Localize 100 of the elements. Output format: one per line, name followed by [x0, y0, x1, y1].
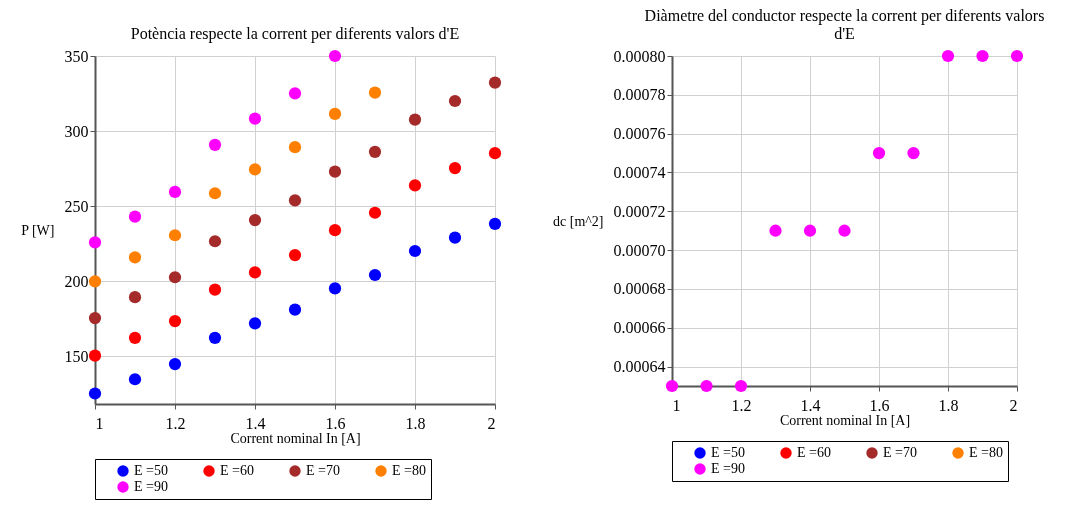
point [288, 141, 302, 154]
x-tick-label: 1.4 [800, 396, 821, 414]
y-tick-label: 0.00078 [613, 86, 666, 104]
legend-label: E =80 [969, 445, 1003, 460]
point [208, 283, 222, 296]
x-tick-label: 1.8 [938, 396, 959, 414]
point [248, 317, 262, 330]
point [168, 357, 182, 371]
point [448, 94, 462, 108]
x-tick-label: 1.8 [405, 414, 426, 432]
point [368, 268, 382, 282]
y-tick-label: 0.00068 [613, 280, 666, 298]
point [368, 86, 382, 99]
point [976, 49, 989, 63]
y-tick-label: 0.00072 [613, 202, 666, 220]
legend-label: E =50 [134, 463, 168, 478]
point [872, 146, 886, 160]
point [328, 282, 342, 295]
point [128, 251, 142, 264]
chart-title: Potència respecte la corrent per diferents valors d'E [130, 25, 460, 43]
y-tick-label: 200 [64, 272, 89, 290]
point [208, 187, 222, 200]
point [288, 303, 302, 316]
point [907, 146, 920, 160]
x-tick-label: 1 [672, 396, 681, 414]
point [168, 314, 182, 328]
point [288, 87, 302, 100]
point [488, 147, 502, 160]
point [448, 161, 462, 175]
y-axis-title: P [W] [21, 222, 55, 238]
point [88, 311, 102, 325]
point [208, 331, 222, 344]
legend-label: E =70 [306, 463, 340, 478]
y-tick-label: 350 [64, 47, 89, 65]
x-tick-label: 1.6 [325, 414, 346, 432]
point [248, 112, 262, 125]
point [838, 224, 851, 237]
legend-label: E =60 [220, 463, 254, 478]
point [408, 179, 422, 192]
x-tick-label: 1.2 [731, 396, 752, 414]
point [368, 145, 382, 158]
point [168, 271, 182, 284]
legend-label: E =90 [711, 461, 745, 476]
y-tick-label: 0.00080 [613, 47, 666, 65]
x-tick-label: 2 [1009, 396, 1018, 414]
point [408, 113, 422, 126]
point [1010, 49, 1024, 63]
point [368, 206, 382, 219]
point [448, 231, 462, 244]
point [88, 236, 102, 249]
point [88, 275, 102, 288]
point [168, 229, 182, 242]
x-axis-title: Corrent nominal In [A] [779, 412, 911, 428]
y-tick-label: 0.00070 [613, 241, 666, 259]
chart-title: Diàmetre del conductor respecte la corrent per diferents valors d'E [644, 7, 1045, 42]
x-tick-label: 1.4 [245, 414, 266, 432]
point [248, 163, 262, 176]
y-tick-label: 0.00064 [613, 358, 666, 376]
point [734, 379, 748, 393]
point [168, 185, 182, 199]
y-tick-label: 0.00074 [613, 163, 666, 181]
point [769, 224, 782, 237]
y-tick-label: 0.00076 [613, 125, 666, 143]
point [248, 266, 262, 279]
point [128, 210, 142, 223]
x-tick-label: 1.6 [869, 396, 890, 414]
point [328, 165, 342, 178]
x-tick-label: 2 [487, 414, 496, 432]
point [208, 235, 222, 248]
x-axis-title: Corrent nominal In [A] [230, 430, 361, 446]
point [88, 349, 102, 362]
point [208, 138, 222, 151]
point [88, 387, 102, 400]
point [408, 244, 422, 258]
point [328, 49, 342, 63]
y-tick-label: 150 [64, 347, 89, 365]
y-axis-title: dc [m^2] [553, 213, 604, 229]
legend-label: E =70 [883, 445, 917, 460]
point [128, 331, 142, 344]
point [700, 379, 713, 393]
y-tick-label: 0.00066 [613, 319, 666, 337]
point [248, 213, 262, 227]
point [328, 224, 342, 237]
y-tick-label: 300 [64, 122, 89, 140]
point [128, 373, 142, 386]
point [488, 217, 502, 230]
legend-label: E =90 [134, 479, 168, 494]
point [288, 194, 302, 207]
point [665, 379, 679, 393]
legend-label: E =50 [711, 445, 745, 460]
point [941, 49, 955, 63]
y-tick-label: 250 [64, 197, 89, 215]
x-tick-label: 1.2 [165, 414, 186, 432]
point [128, 291, 142, 304]
x-tick-label: 1 [95, 414, 104, 432]
point [288, 248, 302, 262]
legend-label: E =80 [392, 463, 426, 478]
point [488, 76, 502, 89]
point [803, 224, 817, 237]
point [328, 107, 342, 121]
